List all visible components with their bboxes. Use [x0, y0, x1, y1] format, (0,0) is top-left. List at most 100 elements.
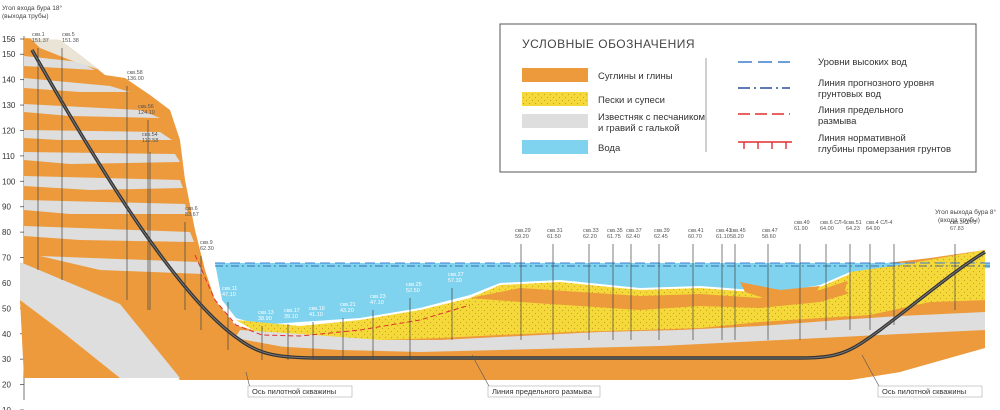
borehole-name: скв.6 СЛ-6: [820, 220, 846, 226]
svg-text:(выхода трубы): (выхода трубы): [2, 12, 49, 20]
borehole-elevation: 61.90: [794, 226, 808, 232]
borehole-name: скв.21: [340, 302, 356, 308]
borehole-elevation: 47.10: [222, 292, 236, 298]
borehole-name: скв.58: [127, 70, 143, 76]
svg-text:Угол входа бура 18°: Угол входа бура 18°: [2, 4, 62, 12]
river-water: [215, 263, 990, 325]
legend-frost-1: Линия нормативной: [818, 133, 906, 144]
exit-angle-note: Угол выхода бура 8° (входа трубы): [935, 208, 997, 224]
axis-tick-label: 120: [2, 126, 16, 135]
borehole-elevation: 64.23: [846, 226, 860, 232]
axis-tick-label: 130: [2, 101, 16, 110]
legend-clay: Суглины и глины: [598, 71, 673, 82]
borehole-elevation: 61.50: [547, 234, 561, 240]
legend-scour-2: размыва: [818, 116, 857, 127]
axis-tick-label: 80: [2, 228, 11, 237]
borehole-elevation: 58.20: [730, 234, 744, 240]
legend-groundwater-2: грунтовых вод: [818, 89, 881, 100]
axis-tick-label: 150: [2, 50, 16, 59]
swatch-limestone: [522, 114, 588, 128]
borehole-name: скв.4 СЛ-4: [866, 220, 892, 226]
borehole-name: скв.27: [448, 272, 464, 278]
borehole-name: скв.5: [62, 32, 75, 38]
borehole-elevation: 61.75: [607, 234, 621, 240]
borehole-elevation: 59.20: [515, 234, 529, 240]
axis-tick-label: 156: [2, 35, 16, 44]
legend-title: УСЛОВНЫЕ ОБОЗНАЧЕНИЯ: [522, 37, 695, 51]
borehole-name: скв.33: [583, 228, 599, 234]
borehole-name: скв.6: [185, 206, 198, 212]
borehole-elevation: 136.00: [127, 76, 144, 82]
axis-tick-label: 40: [2, 330, 11, 339]
borehole-name: скв.11: [222, 286, 237, 292]
borehole-elevation: 60.70: [688, 234, 702, 240]
borehole-elevation: 61.10: [716, 234, 730, 240]
borehole-elevation: 62.30: [200, 246, 214, 252]
svg-text:(входа трубы): (входа трубы): [938, 216, 980, 224]
legend-sand: Пески и супеси: [598, 95, 665, 106]
axis-tick-label: 30: [2, 355, 11, 364]
borehole-name: скв.56: [138, 104, 154, 110]
axis-tick-label: 50: [2, 304, 11, 313]
borehole-elevation: 64.00: [820, 226, 834, 232]
borehole-name: скв.3 СЛ-3: [950, 220, 976, 226]
borehole-elevation: 38.90: [258, 316, 272, 322]
borehole-elevation: 151.37: [32, 38, 49, 44]
swatch-clay: [522, 68, 588, 82]
borehole-name: скв.43: [716, 228, 732, 234]
legend-water: Вода: [598, 143, 621, 154]
axis-tick-label: 140: [2, 76, 16, 85]
borehole-name: скв.39: [654, 228, 670, 234]
borehole-name: скв.54: [142, 132, 158, 138]
legend-frost-2: глубины промерзания грунтов: [818, 144, 951, 155]
borehole-name: скв.17: [284, 308, 300, 314]
borehole-elevation: 57.30: [448, 278, 462, 284]
borehole-name: скв.47: [762, 228, 778, 234]
borehole-name: скв.29: [515, 228, 531, 234]
legend-limestone-2: и гравий с галькой: [598, 123, 680, 134]
borehole-name: скв.25: [406, 282, 422, 288]
scour-label: Линия предельного размыва: [492, 387, 593, 396]
axis-tick-label: 70: [2, 254, 11, 263]
legend-limestone-1: Известняк с песчаником: [598, 112, 705, 123]
borehole-name: скв.31: [547, 228, 563, 234]
axis-label-right: Ось пилотной скважины: [882, 387, 966, 396]
bottom-annotations: Ось пилотной скважины Линия предельного …: [245, 354, 983, 398]
swatch-sand: [522, 92, 588, 106]
borehole-elevation: 64.90: [866, 226, 880, 232]
borehole-elevation: 62.40: [626, 234, 640, 240]
legend-highwater: Уровни высоких вод: [818, 57, 907, 68]
borehole-elevation: 124.10: [138, 110, 155, 116]
axis-label-left: Ось пилотной скважины: [252, 387, 336, 396]
borehole-elevation: 43.20: [340, 308, 354, 314]
swatch-water: [522, 140, 588, 154]
axis-tick-label: 60: [2, 279, 11, 288]
legend-groundwater-1: Линия прогнозного уровня: [818, 78, 934, 89]
legend: УСЛОВНЫЕ ОБОЗНАЧЕНИЯ Суглины и глины Пес…: [499, 23, 977, 173]
borehole-elevation: 62.45: [654, 234, 668, 240]
boreholes: [37, 48, 956, 360]
borehole-name: скв.45: [730, 228, 746, 234]
borehole-name: скв.49: [794, 220, 810, 226]
borehole-elevation: 83.67: [185, 212, 199, 218]
borehole-elevation: 58.60: [762, 234, 776, 240]
right-bank: [845, 250, 985, 312]
borehole-name: скв.19: [309, 306, 325, 312]
borehole-elevation: 41.10: [309, 312, 323, 318]
borehole-name: скв.23: [370, 294, 386, 300]
borehole-name: скв.35: [607, 228, 623, 234]
water-levels: [215, 262, 990, 267]
borehole-elevation: 67.83: [950, 226, 964, 232]
borehole-elevation: 47.10: [370, 300, 384, 306]
axis-tick-label: 20: [2, 381, 11, 390]
borehole-elevation: 151.38: [62, 38, 79, 44]
borehole-elevation: 112.58: [142, 138, 158, 144]
borehole-elevation: 52.50: [406, 288, 420, 294]
borehole-elevation: 39.10: [284, 314, 298, 320]
axis-tick-label: 10: [2, 406, 11, 410]
legend-scour-1: Линия предельного: [818, 105, 903, 116]
borehole-name: скв.1: [32, 32, 45, 38]
borehole-name: скв.37: [626, 228, 642, 234]
